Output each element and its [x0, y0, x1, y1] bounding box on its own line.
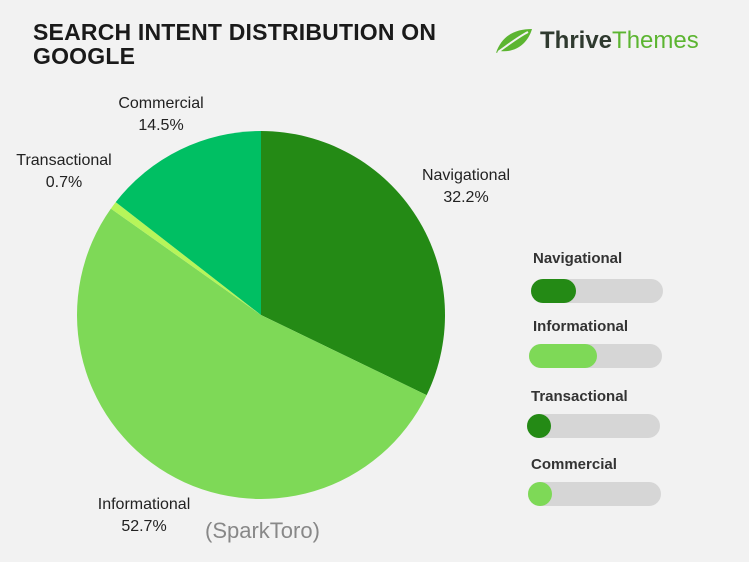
- logo-text-themes: Themes: [612, 27, 699, 54]
- chart-title: SEARCH INTENT DISTRIBUTION ON GOOGLE: [33, 19, 437, 69]
- legend-track-navigational: [531, 279, 663, 303]
- legend-track-commercial: [528, 482, 661, 506]
- pie-slice-navigational: [261, 131, 446, 396]
- pie-slice-commercial: [115, 131, 262, 315]
- pie-slice-informational: [77, 208, 427, 499]
- legend-label-navigational: Navigational: [533, 250, 623, 267]
- slice-label-name: Commercial: [118, 95, 204, 112]
- logo-text-thrive: Thrive: [540, 27, 613, 54]
- slice-label-informational: Informational 52.7%: [98, 494, 191, 538]
- slice-label-value: 52.7%: [121, 518, 167, 535]
- slice-label-navigational: Navigational 32.2%: [422, 165, 510, 209]
- slice-label-name: Transactional: [16, 152, 112, 169]
- legend-track-informational: [529, 344, 662, 368]
- legend-fill-navigational: [531, 279, 576, 303]
- slice-label-name: Informational: [97, 496, 191, 513]
- logo-text: ThriveThemes: [540, 27, 699, 55]
- legend-label-informational: Informational: [533, 318, 629, 335]
- legend-fill-informational: [529, 344, 597, 368]
- legend-label-commercial: Commercial: [531, 456, 617, 473]
- slice-label-name: Navigational: [421, 167, 511, 184]
- legend-fill-commercial: [528, 482, 552, 506]
- slice-label-transactional: Transactional 0.7%: [16, 150, 111, 194]
- legend-track-transactional: [527, 414, 660, 438]
- slice-label-value: 14.5%: [138, 117, 184, 134]
- legend-fill-transactional: [527, 414, 551, 438]
- slice-label-commercial: Commercial 14.5%: [118, 93, 203, 137]
- slice-label-value: 0.7%: [45, 174, 83, 191]
- leaf-icon: [496, 29, 532, 53]
- slice-label-value: 32.2%: [443, 189, 489, 206]
- thrive-themes-logo: ThriveThemes: [494, 26, 699, 56]
- pie-slice-transactional: [110, 202, 261, 315]
- source-note: (SparkToro): [205, 518, 320, 543]
- legend-label-transactional: Transactional: [531, 388, 628, 405]
